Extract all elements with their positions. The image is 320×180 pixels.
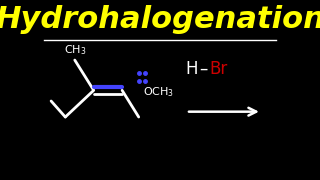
Text: $\mathsf{OCH_3}$: $\mathsf{OCH_3}$ [143,85,175,99]
Text: Hydrohalogenation: Hydrohalogenation [0,5,320,34]
Text: H: H [186,60,198,78]
Text: –: – [200,60,208,78]
Text: $\mathsf{CH_3}$: $\mathsf{CH_3}$ [64,43,86,57]
Text: Br: Br [209,60,227,78]
